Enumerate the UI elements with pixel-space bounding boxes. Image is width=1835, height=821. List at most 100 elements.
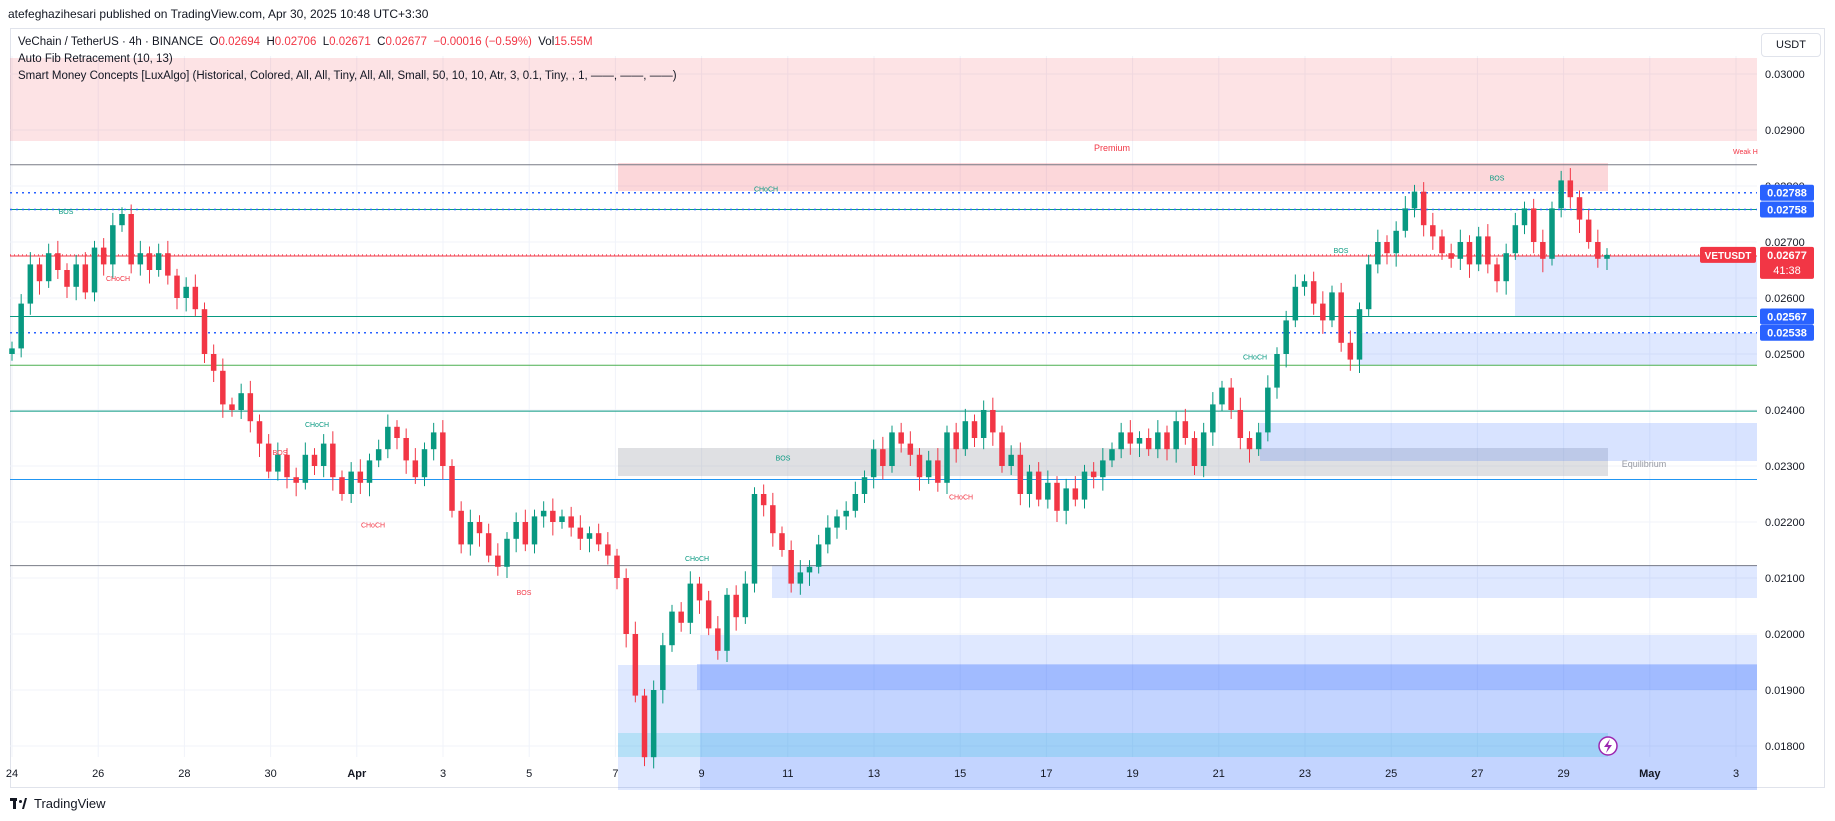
weak-high-label: Weak H [1733, 149, 1758, 156]
structure-label: BOS [1490, 175, 1505, 182]
candle-body [568, 516, 574, 528]
candle-body [669, 611, 675, 646]
x-tick-label: 28 [178, 768, 190, 780]
ohlc-row: VeChain / TetherUS · 4h · BINANCE O0.026… [18, 34, 677, 51]
y-tick-label: 0.02300 [1765, 461, 1805, 473]
price-badge [1760, 308, 1814, 325]
x-tick-label: 23 [1299, 768, 1311, 780]
candle-body [1494, 264, 1500, 282]
candle-body [1567, 180, 1574, 198]
candle-body [715, 628, 721, 651]
indicator-smc[interactable]: Smart Money Concepts [LuxAlgo] (Historic… [18, 70, 677, 82]
publisher-line: atefeghazihesari published on TradingVie… [8, 7, 429, 21]
candle-body [550, 510, 556, 522]
candle-body [229, 404, 235, 410]
x-tick-label: 17 [1040, 768, 1052, 780]
candle-body [128, 214, 134, 265]
candle-body [1210, 404, 1216, 433]
y-tick-label: 0.02000 [1765, 629, 1805, 641]
candle-body [1026, 471, 1033, 494]
candle-body [430, 432, 437, 450]
tradingview-logo[interactable]: TradingView [10, 796, 106, 811]
currency-selector[interactable]: USDT [1761, 33, 1821, 57]
candle-body [898, 432, 904, 444]
candle-body [440, 432, 446, 466]
candle-body [504, 538, 510, 567]
equilibrium-label: Equilibrium [1622, 459, 1667, 469]
candle-body [18, 303, 24, 349]
x-tick-label: 29 [1557, 768, 1569, 780]
candle-body [1255, 432, 1262, 450]
candle-body [330, 443, 336, 478]
candle-body [348, 471, 354, 494]
candle-body [1292, 286, 1299, 321]
candle-body [357, 471, 364, 483]
candle-body [1530, 208, 1537, 242]
candle-body [485, 533, 492, 556]
candle-body [137, 253, 144, 265]
open-label: O [209, 36, 219, 48]
supply-zone [618, 163, 1608, 191]
candle-body [852, 494, 859, 511]
candle-body [577, 527, 584, 539]
x-tick-label: 24 [6, 768, 18, 780]
x-tick-label: 5 [526, 768, 532, 780]
premium-zone [10, 58, 1757, 141]
candle-body [1356, 309, 1363, 360]
candle-body [907, 443, 914, 455]
x-tick-label: 7 [612, 768, 618, 780]
candle-body [1109, 449, 1115, 461]
candle-body [990, 410, 996, 433]
candle-body [1301, 281, 1308, 287]
candle-body [1329, 292, 1335, 321]
y-tick-label: 0.02900 [1765, 125, 1805, 137]
candle-body [953, 432, 959, 450]
candle-body [320, 443, 327, 466]
candle-body [366, 460, 373, 483]
last-price-badge [1760, 246, 1814, 279]
y-tick-label: 0.03000 [1765, 69, 1805, 81]
indicator-fib[interactable]: Auto Fib Retracement (10, 13) [18, 53, 173, 65]
candle-body [458, 510, 464, 545]
candle-body [27, 264, 34, 304]
candle-body [1347, 342, 1354, 360]
candle-body [513, 522, 519, 539]
symbol-name[interactable]: VeChain / TetherUS · 4h · BINANCE [18, 36, 204, 48]
price-badge-label: 0.02567 [1767, 311, 1807, 323]
candle-body [265, 443, 272, 472]
y-tick-label: 0.02100 [1765, 573, 1805, 585]
candle-body [210, 354, 217, 371]
candle-body [1430, 225, 1436, 237]
candle-body [201, 309, 208, 354]
price-badge [1760, 201, 1814, 218]
candle-body [696, 583, 703, 601]
candle-body [1127, 432, 1134, 444]
candle-body [385, 426, 391, 450]
candle-body [1182, 421, 1189, 438]
candle-body [421, 449, 428, 478]
high-value: 0.02706 [274, 36, 317, 48]
candle-body [605, 544, 611, 556]
x-tick-label: 15 [954, 768, 966, 780]
price-badge [1760, 184, 1814, 201]
candle-body [971, 421, 978, 438]
y-tick-label: 0.02700 [1765, 237, 1805, 249]
candle-body [705, 600, 712, 629]
candle-body [650, 690, 657, 758]
candle-body [220, 370, 226, 405]
structure-label: CHoCH [754, 187, 778, 194]
premium-label: Premium [1094, 143, 1130, 153]
candle-body [1512, 225, 1519, 254]
structure-label: BOS [517, 590, 532, 597]
candle-body [522, 522, 529, 545]
candle-body [559, 516, 565, 522]
candle-body [861, 477, 868, 494]
demand-zone-1 [1515, 256, 1757, 317]
candle-body [806, 566, 813, 573]
candle-body [412, 460, 419, 478]
candle-body [1604, 254, 1610, 259]
x-tick-label: 3 [1733, 768, 1739, 780]
last-price-label: 0.02677 [1767, 250, 1807, 262]
candle-body [797, 572, 804, 584]
